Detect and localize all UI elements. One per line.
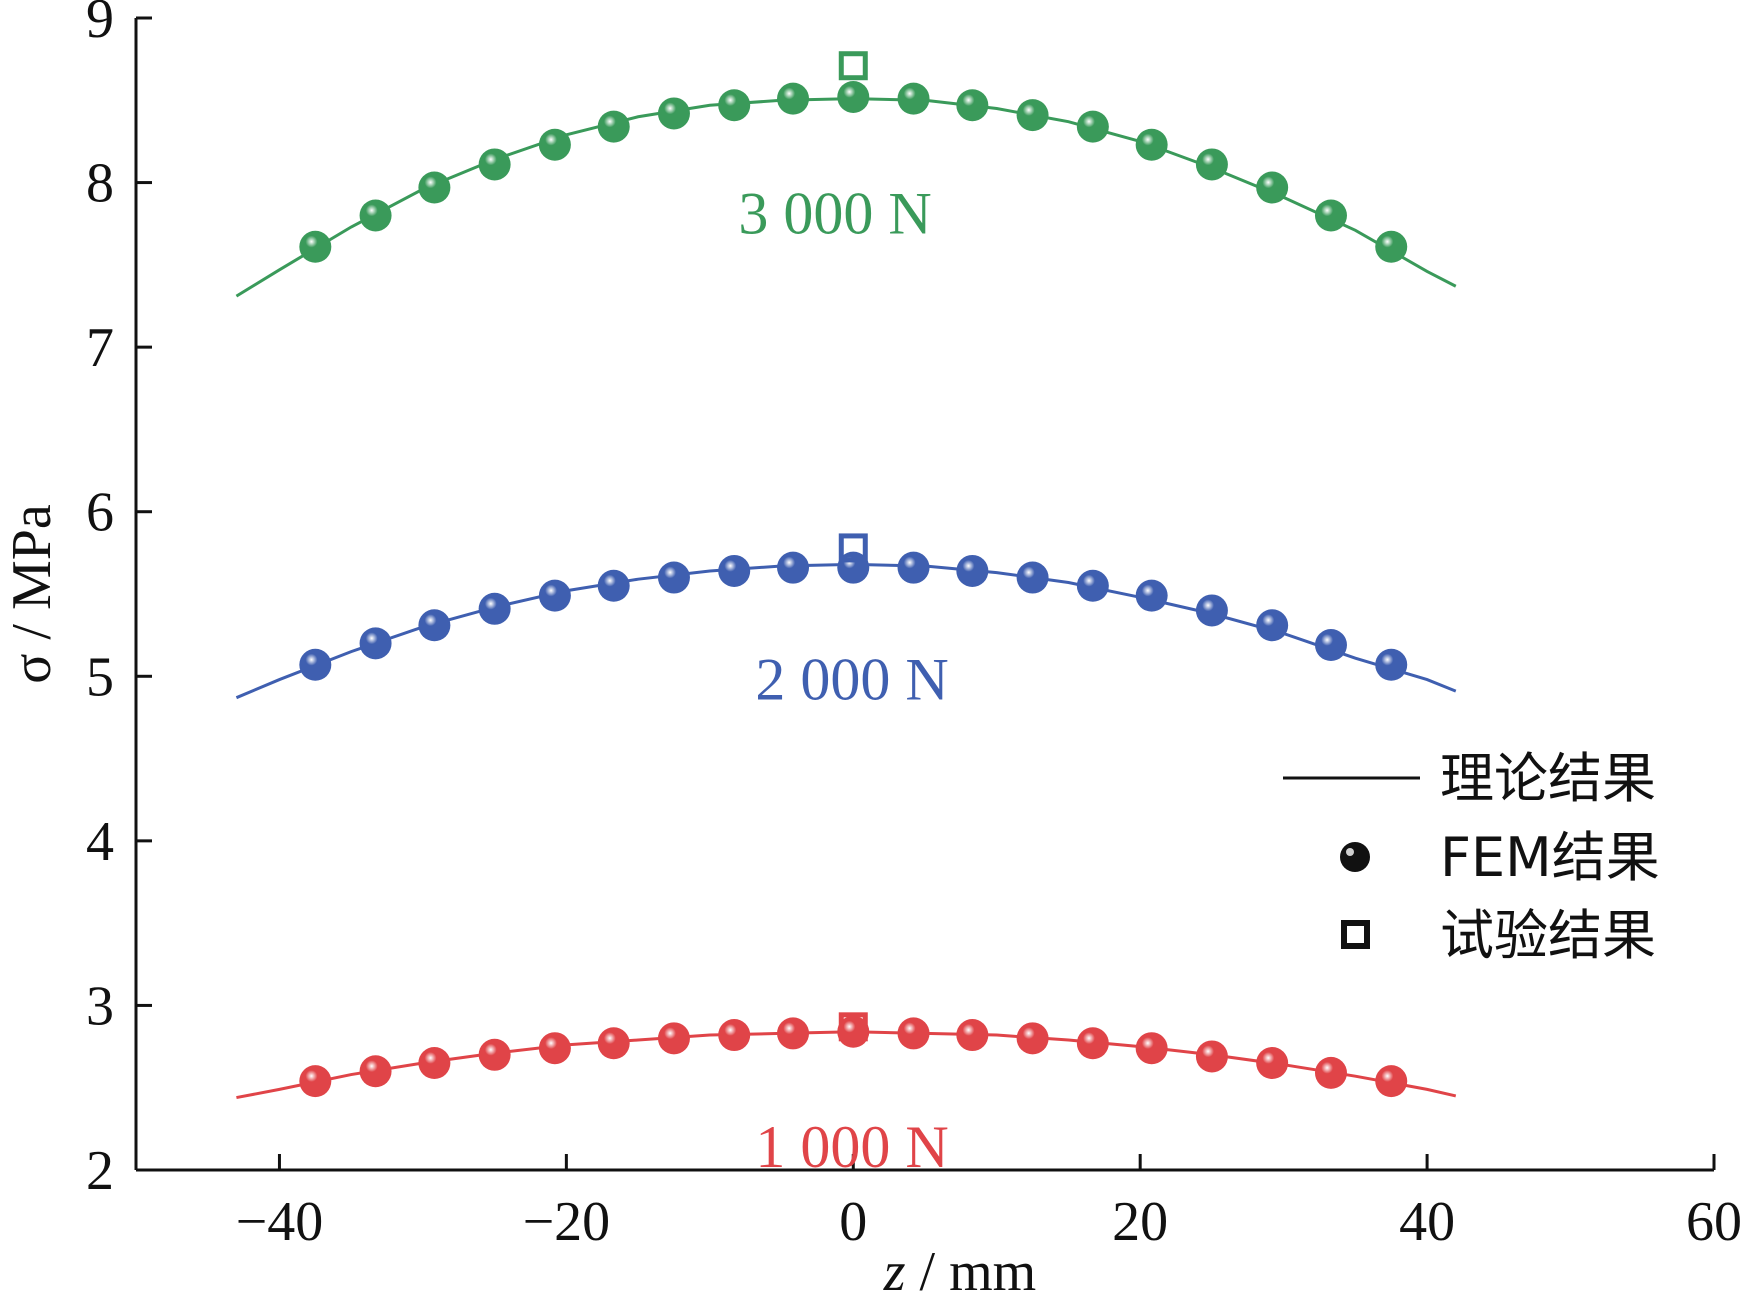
- fem-point: [777, 82, 810, 115]
- plot-area: −40 −20 0 20 40 60 2 3 4 5 6 7 8 9 3 000 N 2 000 N 1 00…: [86, 0, 1742, 1253]
- fem-point: [597, 1027, 630, 1060]
- series-group: 2 000 N: [235, 533, 1457, 712]
- fem-point: [657, 1022, 690, 1055]
- series-group: 3 000 N: [235, 51, 1457, 298]
- series-layer: 3 000 N 2 000 N 1 000 N: [235, 51, 1457, 1180]
- fem-point: [1076, 1027, 1109, 1060]
- fem-point: [837, 80, 870, 113]
- fem-point: [718, 89, 751, 122]
- x-axis-title: z / mm: [883, 1241, 1036, 1294]
- fem-point: [897, 551, 930, 584]
- axis-ticks: −40 −20 0 20 40 60 2 3 4 5 6 7 8 9: [86, 0, 1742, 1253]
- y-tick-label: 2: [86, 1140, 114, 1202]
- x-tick-label: 0: [839, 1191, 867, 1253]
- x-tick-label: 40: [1399, 1191, 1455, 1253]
- fem-point: [418, 171, 451, 204]
- fem-point: [956, 1019, 989, 1052]
- fem-point: [777, 551, 810, 584]
- test-point: [838, 1012, 868, 1042]
- y-axis-title: σ / MPa: [1, 504, 63, 684]
- y-tick-label: 8: [86, 153, 114, 215]
- fem-point: [299, 230, 332, 263]
- legend: 理论结果 FEM结果 试验结果: [1283, 747, 1660, 967]
- legend-label-fem: FEM结果: [1440, 826, 1660, 889]
- fem-point: [299, 1065, 332, 1098]
- x-tick-label: 20: [1112, 1191, 1168, 1253]
- fem-point: [1135, 1032, 1168, 1065]
- y-tick-label: 6: [86, 482, 114, 544]
- fem-point: [478, 592, 511, 625]
- test-point: [838, 51, 868, 81]
- x-tick-label: −40: [236, 1191, 324, 1253]
- fem-point: [1256, 1047, 1289, 1080]
- fem-point: [1314, 1056, 1347, 1089]
- fem-point: [1076, 110, 1109, 143]
- fem-point: [1016, 99, 1049, 132]
- fem-point: [359, 627, 392, 660]
- fem-point: [597, 569, 630, 602]
- fem-point: [1195, 1040, 1228, 1073]
- fem-point: [657, 97, 690, 130]
- fem-point: [1195, 148, 1228, 181]
- x-axis-title-var: z: [883, 1241, 906, 1294]
- series-label: 1 000 N: [755, 1114, 948, 1180]
- series-group: 1 000 N: [236, 1012, 1457, 1180]
- y-tick-label: 5: [86, 646, 114, 708]
- fem-point: [478, 148, 511, 181]
- fem-point: [359, 1055, 392, 1088]
- series-label: 2 000 N: [755, 646, 948, 712]
- fem-point: [1135, 128, 1168, 161]
- fem-point: [1375, 648, 1408, 681]
- fem-point: [538, 579, 571, 612]
- x-tick-label: −20: [523, 1191, 611, 1253]
- fem-point: [1314, 629, 1347, 662]
- fem-point: [1375, 1065, 1408, 1098]
- y-tick-label: 3: [86, 975, 114, 1037]
- fem-point: [777, 1017, 810, 1050]
- fem-point: [657, 561, 690, 594]
- fem-point: [718, 554, 751, 587]
- fem-point: [418, 1047, 451, 1080]
- x-axis-title-unit: / mm: [906, 1241, 1037, 1294]
- fem-point: [478, 1038, 511, 1071]
- fem-point: [1016, 561, 1049, 594]
- fem-point: [538, 1032, 571, 1065]
- fem-point: [1314, 199, 1347, 232]
- y-tick-label: 9: [86, 0, 114, 50]
- fem-point: [538, 128, 571, 161]
- legend-sphere-swatch: [1340, 842, 1370, 872]
- fem-point: [1256, 171, 1289, 204]
- fem-point: [718, 1019, 751, 1052]
- fem-point: [1256, 609, 1289, 642]
- test-point: [838, 533, 868, 563]
- y-tick-label: 4: [86, 811, 114, 873]
- fem-point: [418, 609, 451, 642]
- fem-point: [897, 82, 930, 115]
- fem-point: [1016, 1022, 1049, 1055]
- legend-label-test: 试验结果: [1440, 904, 1656, 967]
- legend-square-swatch: [1341, 920, 1370, 949]
- fem-point: [1076, 569, 1109, 602]
- legend-sphere-highlight: [1346, 848, 1354, 856]
- fem-point: [897, 1017, 930, 1050]
- fem-point: [1375, 230, 1408, 263]
- fem-point: [956, 554, 989, 587]
- fem-point: [1135, 579, 1168, 612]
- fem-point: [359, 199, 392, 232]
- series-label: 3 000 N: [738, 181, 931, 247]
- fem-point: [597, 110, 630, 143]
- x-tick-label: 60: [1686, 1191, 1742, 1253]
- fem-point: [956, 89, 989, 122]
- y-tick-label: 7: [86, 317, 114, 379]
- fem-point: [299, 648, 332, 681]
- fem-point: [1195, 594, 1228, 627]
- legend-label-theory: 理论结果: [1440, 747, 1656, 810]
